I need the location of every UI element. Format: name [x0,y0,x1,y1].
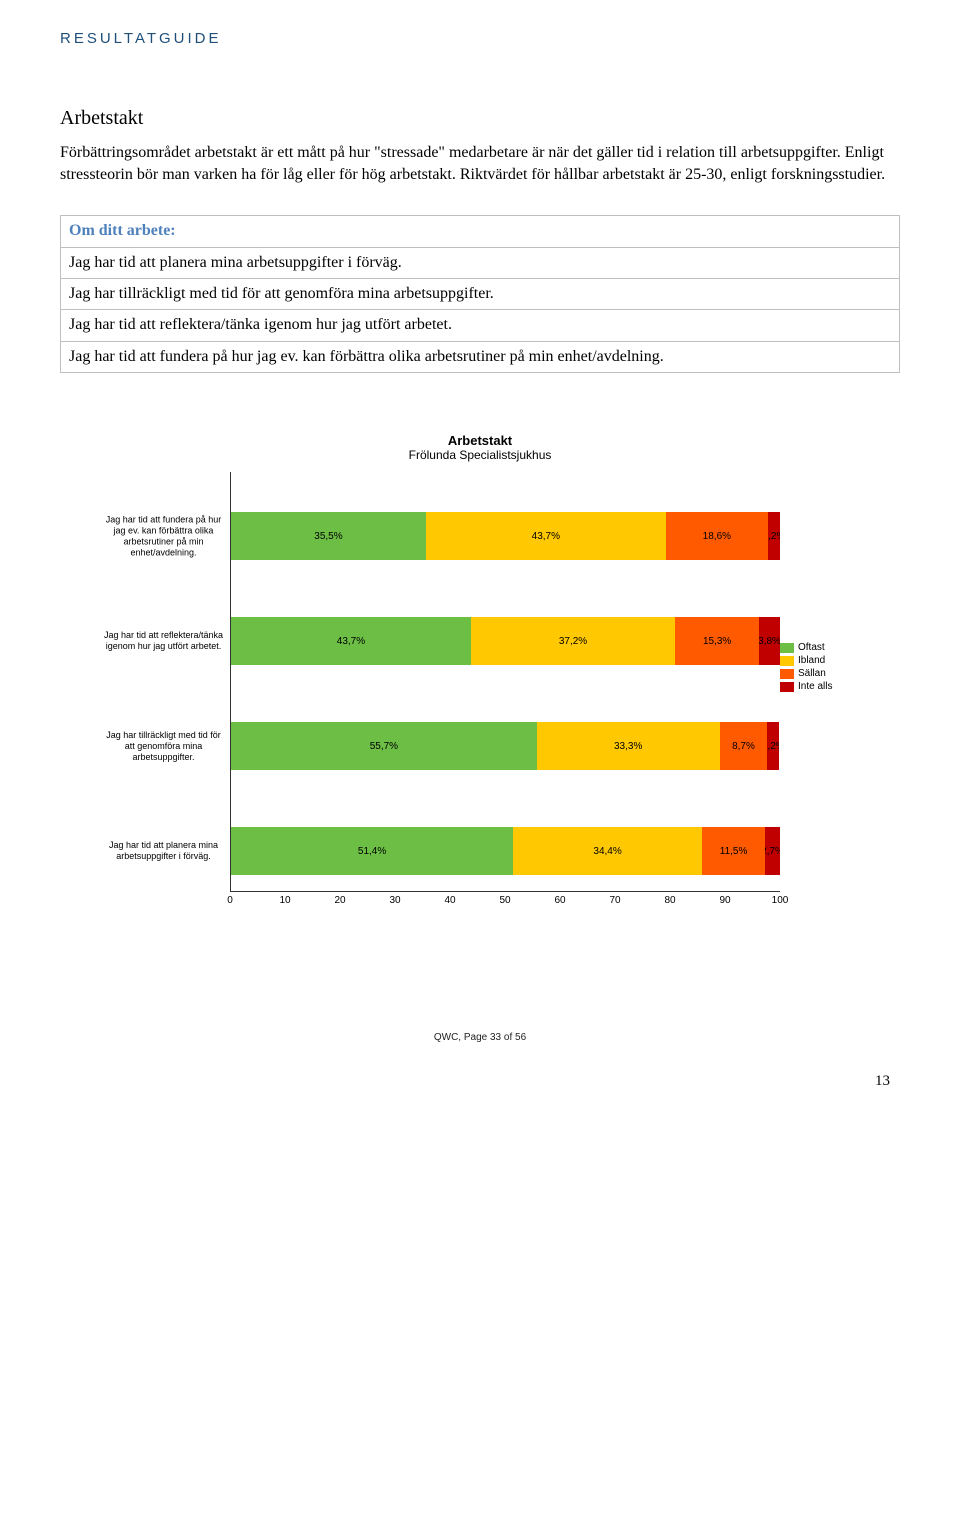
x-tick: 70 [609,895,620,906]
bar-segment: 34,4% [513,827,702,875]
bar-segment: 11,5% [702,827,765,875]
chart-title: Arbetstakt [100,433,860,448]
bar-segment: 43,7% [426,512,666,560]
x-tick: 10 [279,895,290,906]
legend-swatch [780,643,794,653]
table-row: Jag har tid att fundera på hur jag ev. k… [61,341,900,372]
x-tick: 60 [554,895,565,906]
x-tick: 80 [664,895,675,906]
chart-body: Jag har tid att fundera på hur jag ev. k… [100,472,860,912]
x-tick: 100 [772,895,789,906]
table-row: Jag har tid att planera mina arbetsuppgi… [61,247,900,278]
bar-segment: 18,6% [666,512,768,560]
legend-label: Sällan [798,668,826,679]
chart-subtitle: Frölunda Specialistsjukhus [100,448,860,462]
bar-segment: 2,2% [767,722,779,770]
bar-segment: 51,4% [231,827,513,875]
chart-x-axis: 0102030405060708090100 [230,892,780,912]
chart-legend: Oftast Ibland Sällan Inte alls [780,472,860,694]
body-paragraph: Förbättringsområdet arbetstakt är ett må… [60,142,900,185]
legend-label: Oftast [798,642,825,653]
bar-segment: 3,8% [759,617,780,665]
footer-note: QWC, Page 33 of 56 [60,1032,900,1043]
table-row: Jag har tillräckligt med tid för att gen… [61,278,900,309]
bar-segment: 37,2% [471,617,675,665]
bar-segment: 43,7% [231,617,471,665]
page-number: 13 [60,1073,900,1090]
legend-item: Ibland [780,655,860,666]
legend-label: Ibland [798,655,825,666]
bar-label: Jag har tid att reflektera/tänka igenom … [101,630,226,652]
legend-swatch [780,656,794,666]
bar-segment: 2,2% [768,512,780,560]
bar-segment: 15,3% [675,617,759,665]
bar-segment: 2,7% [765,827,780,875]
chart-container: Arbetstakt Frölunda Specialistsjukhus Ja… [100,433,860,912]
bar-row: Jag har tillräckligt med tid för att gen… [231,722,780,770]
x-tick: 50 [499,895,510,906]
legend-item: Sällan [780,668,860,679]
legend-item: Oftast [780,642,860,653]
question-table: Om ditt arbete: Jag har tid att planera … [60,215,900,373]
legend-item: Inte alls [780,681,860,692]
bar-row: Jag har tid att reflektera/tänka igenom … [231,617,780,665]
x-tick: 20 [334,895,345,906]
bar-segment: 8,7% [720,722,768,770]
page-content: RESULTATGUIDE Arbetstakt Förbättringsomr… [0,0,960,1120]
bar-row: Jag har tid att fundera på hur jag ev. k… [231,512,780,560]
bar-segment: 55,7% [231,722,537,770]
bar-label: Jag har tid att fundera på hur jag ev. k… [101,515,226,558]
bar-segment: 35,5% [231,512,426,560]
table-row: Jag har tid att reflektera/tänka igenom … [61,310,900,341]
bar-row: Jag har tid att planera mina arbetsuppgi… [231,827,780,875]
bar-label: Jag har tillräckligt med tid för att gen… [101,730,226,762]
page-header: RESULTATGUIDE [60,30,900,47]
bar-segment: 33,3% [537,722,720,770]
x-tick: 40 [444,895,455,906]
legend-swatch [780,682,794,692]
table-header: Om ditt arbete: [61,216,900,247]
x-tick: 30 [389,895,400,906]
legend-swatch [780,669,794,679]
x-tick: 0 [227,895,233,906]
legend-label: Inte alls [798,681,832,692]
chart-plot-wrap: Jag har tid att fundera på hur jag ev. k… [100,472,780,912]
section-title: Arbetstakt [60,107,900,130]
chart-plot: Jag har tid att fundera på hur jag ev. k… [230,472,780,892]
bar-label: Jag har tid att planera mina arbetsuppgi… [101,840,226,862]
x-tick: 90 [719,895,730,906]
